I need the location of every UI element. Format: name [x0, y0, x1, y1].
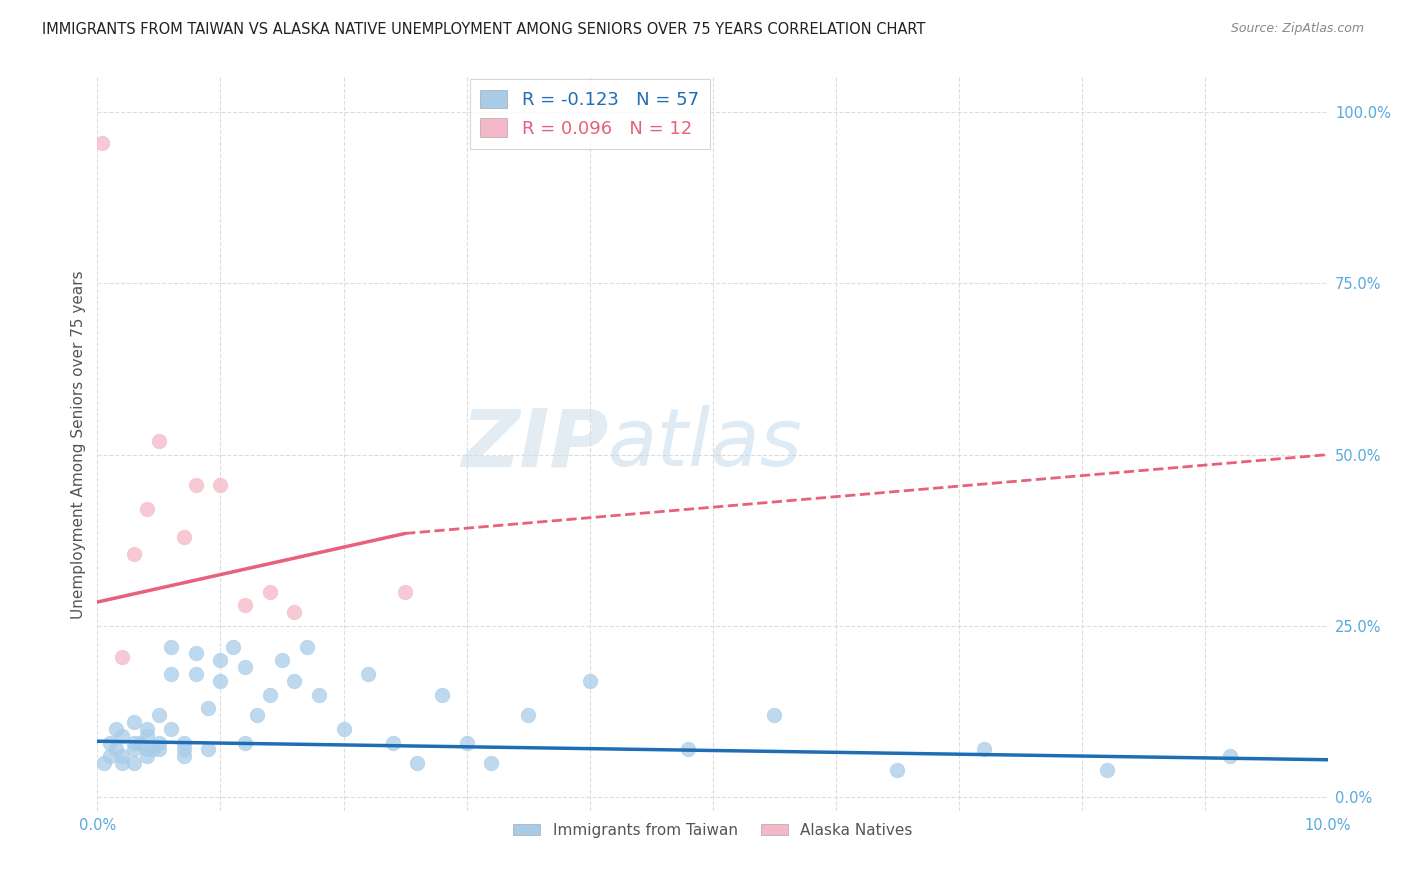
- Point: [98, 749, 121, 764]
- Point: [124, 714, 146, 729]
- Point: [283, 673, 305, 688]
- Point: [271, 653, 294, 667]
- Point: [135, 502, 157, 516]
- Point: [160, 640, 183, 654]
- Point: [173, 530, 195, 544]
- Point: [197, 701, 219, 715]
- Point: [124, 756, 146, 771]
- Point: [184, 667, 207, 681]
- Point: [1095, 763, 1118, 777]
- Point: [111, 729, 134, 743]
- Text: Source: ZipAtlas.com: Source: ZipAtlas.com: [1230, 22, 1364, 36]
- Point: [209, 653, 232, 667]
- Point: [517, 708, 540, 723]
- Point: [381, 736, 404, 750]
- Point: [124, 547, 146, 561]
- Point: [332, 722, 354, 736]
- Point: [197, 742, 219, 756]
- Point: [209, 673, 232, 688]
- Point: [479, 756, 502, 771]
- Point: [173, 749, 195, 764]
- Point: [135, 722, 157, 736]
- Point: [98, 736, 121, 750]
- Point: [93, 756, 115, 771]
- Point: [763, 708, 786, 723]
- Point: [973, 742, 995, 756]
- Point: [1219, 749, 1241, 764]
- Point: [184, 478, 207, 492]
- Point: [160, 722, 183, 736]
- Point: [233, 599, 256, 613]
- Point: [135, 729, 157, 743]
- Point: [430, 688, 453, 702]
- Point: [222, 640, 245, 654]
- Point: [104, 742, 127, 756]
- Point: [394, 584, 416, 599]
- Point: [283, 605, 305, 619]
- Point: [259, 584, 281, 599]
- Point: [124, 736, 146, 750]
- Point: [124, 742, 146, 756]
- Point: [173, 742, 195, 756]
- Point: [142, 742, 165, 756]
- Point: [148, 434, 170, 448]
- Point: [111, 749, 134, 764]
- Text: ZIP: ZIP: [461, 405, 609, 483]
- Point: [456, 736, 478, 750]
- Point: [91, 136, 114, 150]
- Point: [676, 742, 699, 756]
- Point: [406, 756, 429, 771]
- Point: [184, 647, 207, 661]
- Point: [148, 708, 170, 723]
- Point: [129, 736, 152, 750]
- Legend: Immigrants from Taiwan, Alaska Natives: Immigrants from Taiwan, Alaska Natives: [506, 817, 918, 844]
- Point: [308, 688, 330, 702]
- Point: [357, 667, 380, 681]
- Point: [295, 640, 318, 654]
- Point: [135, 742, 157, 756]
- Point: [148, 742, 170, 756]
- Point: [233, 736, 256, 750]
- Point: [578, 673, 600, 688]
- Point: [246, 708, 269, 723]
- Point: [173, 736, 195, 750]
- Point: [111, 756, 134, 771]
- Point: [160, 667, 183, 681]
- Point: [886, 763, 908, 777]
- Text: atlas: atlas: [609, 405, 803, 483]
- Point: [233, 660, 256, 674]
- Point: [259, 688, 281, 702]
- Point: [104, 722, 127, 736]
- Y-axis label: Unemployment Among Seniors over 75 years: Unemployment Among Seniors over 75 years: [72, 270, 86, 619]
- Point: [148, 736, 170, 750]
- Point: [111, 649, 134, 664]
- Point: [209, 478, 232, 492]
- Point: [135, 749, 157, 764]
- Text: IMMIGRANTS FROM TAIWAN VS ALASKA NATIVE UNEMPLOYMENT AMONG SENIORS OVER 75 YEARS: IMMIGRANTS FROM TAIWAN VS ALASKA NATIVE …: [42, 22, 925, 37]
